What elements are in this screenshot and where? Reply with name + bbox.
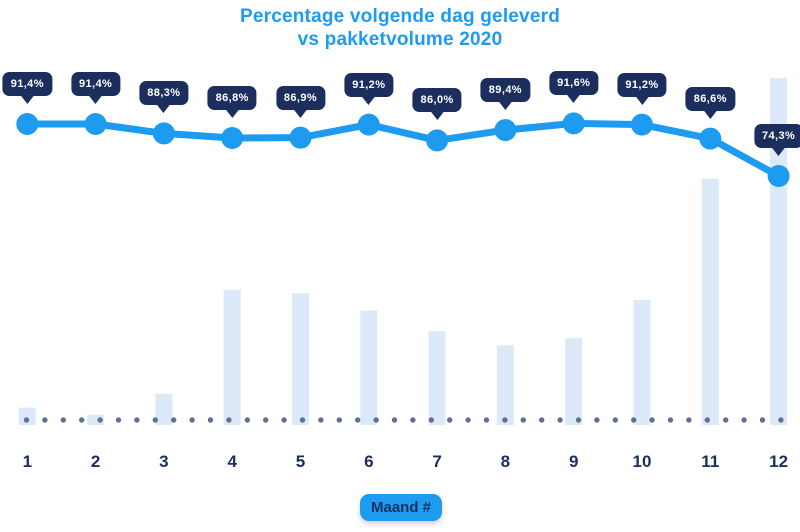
baseline-dot <box>631 417 637 423</box>
baseline-dot <box>539 417 545 423</box>
baseline-dot <box>649 417 655 423</box>
data-point-month-12 <box>767 164 790 187</box>
baseline-dot <box>336 417 342 423</box>
baseline-dot <box>189 417 195 423</box>
x-tick-month-5: 5 <box>295 452 306 471</box>
x-tick-month-12: 12 <box>769 452 789 471</box>
volume-bar-month-11 <box>701 178 719 425</box>
data-point-month-1 <box>16 113 39 135</box>
baseline-dot <box>520 417 526 423</box>
data-point-month-6 <box>357 113 380 136</box>
baseline-dot <box>686 417 692 423</box>
x-tick-month-8: 8 <box>500 452 511 471</box>
baseline-dot <box>263 417 269 423</box>
baseline-dot <box>612 417 618 423</box>
baseline-dot <box>281 417 287 423</box>
x-tick-month-1: 1 <box>22 452 33 471</box>
x-tick-month-7: 7 <box>432 452 442 471</box>
x-tick-month-4: 4 <box>227 452 237 471</box>
baseline-dot <box>594 417 600 423</box>
volume-bar-month-4 <box>223 289 241 425</box>
baseline-dot <box>483 417 490 423</box>
baseline-dot <box>79 417 85 423</box>
volume-bar-month-5 <box>292 293 309 425</box>
baseline-dot <box>391 417 398 423</box>
data-point-month-5 <box>289 126 312 149</box>
x-tick-month-11: 11 <box>701 452 720 471</box>
baseline-dot <box>465 417 471 423</box>
data-point-month-9 <box>562 112 585 135</box>
volume-bar-month-8 <box>496 345 514 425</box>
baseline-dot <box>575 417 582 423</box>
baseline-dot <box>60 417 66 423</box>
baseline-dot <box>410 417 416 423</box>
baseline-dot <box>134 417 140 423</box>
x-tick-month-9: 9 <box>568 452 579 471</box>
baseline-dot <box>97 417 103 423</box>
baseline-dot <box>244 417 250 423</box>
baseline-dot <box>318 417 324 423</box>
chart-title-line1: Percentage volgende dag geleverd <box>239 6 560 27</box>
baseline-dot <box>207 417 214 423</box>
month-axis: 1 2 3 4 5 6 7 8 9 10 11 12 <box>0 452 800 474</box>
baseline-dot <box>502 417 508 423</box>
volume-bar-month-10 <box>633 300 651 425</box>
volume-bar-month-7 <box>428 331 446 425</box>
baseline-dot <box>704 417 710 423</box>
baseline-dot <box>171 417 177 423</box>
volume-bar-month-9 <box>565 338 583 425</box>
data-point-month-11 <box>699 127 722 150</box>
volume-bar-month-2 <box>87 414 105 425</box>
baseline-dot <box>299 417 306 423</box>
baseline-dot <box>23 417 30 423</box>
data-point-month-8 <box>494 119 517 142</box>
baseline-dot <box>373 417 379 423</box>
baseline-dot <box>741 417 747 423</box>
baseline-dot <box>759 417 766 423</box>
percentage-line <box>23 119 783 180</box>
baseline-dot <box>447 417 453 423</box>
baseline-dot <box>667 417 674 423</box>
baseline-dot <box>355 417 361 423</box>
baseline-dot <box>557 417 563 423</box>
baseline-dot <box>428 417 434 423</box>
data-point-month-10 <box>631 113 653 136</box>
x-tick-month-10: 10 <box>632 452 652 471</box>
x-tick-month-3: 3 <box>159 452 169 471</box>
x-tick-month-6: 6 <box>364 452 374 471</box>
data-point-month-7 <box>426 129 449 152</box>
baseline-dot <box>778 417 784 423</box>
volume-bar-month-12 <box>770 78 788 425</box>
data-point-month-2 <box>84 113 107 135</box>
baseline-dot <box>226 417 232 423</box>
baseline-dot <box>152 417 158 423</box>
chart-title-line2: vs pakketvolume 2020 <box>297 29 503 50</box>
baseline-dot <box>115 417 122 423</box>
x-axis-title-badge: Maand # <box>359 494 443 521</box>
volume-bar-month-3 <box>155 393 173 425</box>
baseline-dot <box>723 417 729 423</box>
baseline-dot <box>42 417 48 423</box>
x-tick-month-2: 2 <box>90 452 101 471</box>
volume-bar-month-1 <box>18 407 36 425</box>
data-point-month-3 <box>152 122 175 145</box>
chart-title: Percentage volgende dag geleverd vs pakk… <box>0 5 800 51</box>
data-point-month-4 <box>221 126 244 149</box>
volume-bar-month-6 <box>360 310 378 425</box>
